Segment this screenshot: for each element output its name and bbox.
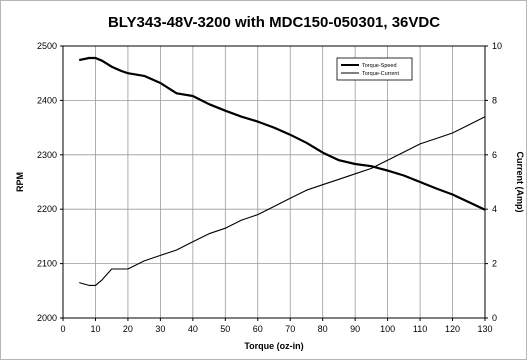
x-tick-label: 110	[413, 324, 427, 334]
x-tick-label: 80	[318, 324, 328, 334]
y2-axis-label: Current (Amp)	[515, 152, 525, 213]
x-tick-label: 10	[90, 324, 100, 334]
legend-entry: Torque-Current	[362, 71, 399, 77]
legend-box	[336, 57, 413, 81]
x-tick-label: 100	[380, 324, 395, 334]
x-tick-label: 40	[188, 324, 198, 334]
x-tick-label: 70	[285, 324, 295, 334]
y-tick-label: 2200	[37, 204, 57, 214]
x-tick-label: 130	[477, 324, 492, 334]
y2-tick-label: 2	[492, 259, 497, 269]
plot-border	[62, 45, 486, 319]
x-tick-label: 60	[253, 324, 263, 334]
y-tick-label: 2000	[37, 313, 57, 323]
chart-title: BLY343-48V-3200 with MDC150-050301, 36VD…	[108, 14, 440, 31]
x-tick-label: 30	[155, 324, 165, 334]
series-line-torque-current	[79, 116, 486, 286]
y2-tick-label: 8	[492, 95, 497, 105]
legend-entry: Torque-Speed	[362, 63, 397, 69]
x-tick-label: 0	[60, 324, 65, 334]
x-tick-label: 50	[220, 324, 230, 334]
series-line-torque-speed	[78, 56, 486, 211]
y2-tick-label: 0	[492, 313, 497, 323]
x-tick-label: 90	[350, 324, 360, 334]
x-tick-label: 120	[445, 324, 460, 334]
y-tick-label: 2500	[37, 41, 57, 51]
y-tick-label: 2100	[37, 259, 57, 269]
y-axis-label: RPM	[15, 172, 25, 192]
y-tick-label: 2400	[37, 95, 57, 105]
y-tick-label: 2300	[37, 150, 57, 160]
y2-tick-label: 6	[492, 150, 497, 160]
y2-tick-label: 10	[492, 41, 502, 51]
plot-area	[63, 46, 485, 318]
x-axis-label: Torque (oz-in)	[244, 341, 303, 351]
y2-tick-label: 4	[492, 204, 497, 214]
x-tick-label: 20	[123, 324, 133, 334]
